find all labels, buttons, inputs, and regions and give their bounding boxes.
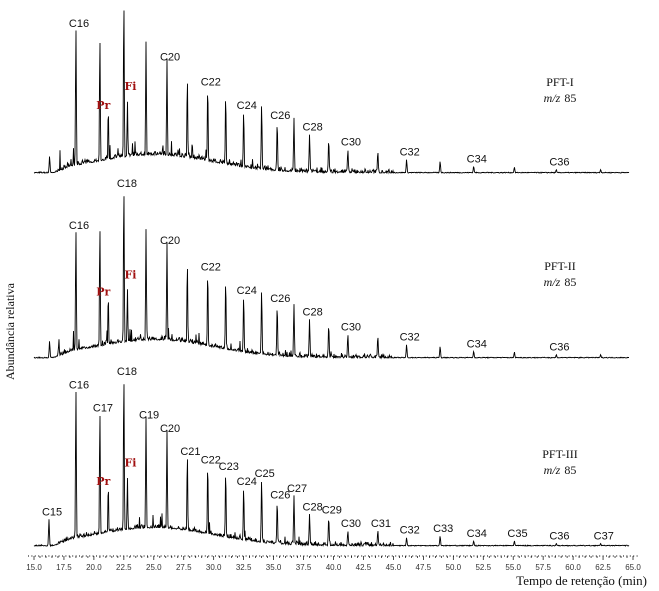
x-axis-label: Tempo de retenção (min): [516, 573, 647, 588]
peak-label-c24: C24: [237, 100, 257, 112]
peak-label-c30: C30: [341, 518, 361, 530]
chromatogram-panel-pft-i: C16 Pr Fi C20 C22 C24 C26 C28 C30 C32 C34 C36 PFT-I m…: [33, 10, 630, 175]
peak-label-c36: C36: [549, 157, 569, 169]
x-axis: 15.0 17.5 20.0 22.5 25.0 27.5 30.0 32.5 35.0 37.5…: [26, 555, 641, 572]
x-tick-label: 22.5: [116, 563, 132, 572]
subtitle-italic: m/z: [544, 275, 561, 289]
peak-label-pr: Pr: [96, 286, 110, 299]
x-tick-label: 37.5: [296, 563, 312, 572]
peak-label-c30: C30: [341, 322, 361, 334]
chromatogram-trace: [33, 10, 630, 175]
peak-label-c32: C32: [400, 332, 420, 344]
peak-label-c32: C32: [400, 147, 420, 159]
subtitle-value: 85: [564, 91, 576, 105]
x-tick-label: 25.0: [146, 563, 162, 572]
peak-label-c31: C31: [371, 518, 391, 530]
panel-subtitle: m/z 85: [544, 463, 577, 477]
peak-label-c18: C18: [117, 178, 137, 190]
peak-label-c35: C35: [507, 528, 527, 540]
peak-label-c23: C23: [219, 461, 239, 473]
peak-label-c17: C17: [93, 403, 113, 415]
x-tick-label: 30.0: [206, 563, 222, 572]
panel-title: PFT-II: [544, 259, 576, 273]
peak-label-c20: C20: [160, 235, 180, 247]
x-tick-label: 17.5: [56, 563, 72, 572]
peak-label-c25: C25: [255, 468, 275, 480]
x-tick-label: 42.5: [356, 563, 372, 572]
subtitle-value: 85: [564, 275, 576, 289]
peak-label-c21: C21: [180, 446, 200, 458]
peak-label-c22: C22: [201, 77, 221, 89]
x-tick-label: 27.5: [176, 563, 192, 572]
peak-label-c30: C30: [341, 137, 361, 149]
peak-label-c32: C32: [400, 525, 420, 537]
peak-label-c34: C34: [467, 338, 487, 350]
x-tick-label: 15.0: [26, 563, 42, 572]
peak-label-c36: C36: [549, 342, 569, 354]
subtitle-italic: m/z: [544, 463, 561, 477]
peak-label-c33: C33: [433, 523, 453, 535]
subtitle-value: 85: [564, 463, 576, 477]
peak-label-fi: Fi: [124, 80, 136, 93]
x-tick-label: 65.0: [625, 563, 641, 572]
peak-label-c24: C24: [237, 285, 257, 297]
x-tick-label: 20.0: [86, 563, 102, 572]
panel-subtitle: m/z 85: [544, 275, 577, 289]
peak-label-c22: C22: [201, 262, 221, 274]
peak-label-fi: Fi: [124, 457, 136, 470]
peak-label-c20: C20: [160, 51, 180, 63]
y-axis-label: Abundância relativa: [3, 282, 17, 380]
x-tick-label: 60.0: [565, 563, 581, 572]
panel-subtitle: m/z 85: [544, 91, 577, 105]
peak-label-c37: C37: [594, 530, 614, 542]
peak-label-pr: Pr: [96, 99, 110, 112]
peak-label-c18: C18: [117, 366, 137, 378]
peak-label-c28: C28: [303, 307, 323, 319]
peak-label-fi: Fi: [124, 269, 136, 282]
peak-label-c36: C36: [549, 530, 569, 542]
peak-label-c26: C26: [270, 490, 290, 502]
peak-label-c24: C24: [237, 476, 257, 488]
x-tick-label: 47.5: [416, 563, 432, 572]
peak-label-c16: C16: [69, 220, 89, 232]
peak-label-c16: C16: [69, 18, 89, 30]
peak-label-c26: C26: [270, 293, 290, 305]
chromatogram-trace: [33, 196, 629, 360]
x-tick-label: 35.0: [266, 563, 282, 572]
panel-title: PFT-III: [542, 447, 578, 461]
peak-label-pr: Pr: [96, 475, 110, 488]
peak-label-c34: C34: [467, 153, 487, 165]
peak-label-c27: C27: [287, 483, 307, 495]
x-tick-label: 52.5: [475, 563, 491, 572]
subtitle-italic: m/z: [544, 91, 561, 105]
chromatogram-panel-pft-ii: C16 Pr C18 Fi C20 C22 C24 C26 C28 C30 C32 C34 C36 PFT…: [33, 178, 629, 360]
peak-label-c15: C15: [42, 506, 62, 518]
x-tick-label: 62.5: [595, 563, 611, 572]
peak-label-c26: C26: [270, 110, 290, 122]
x-tick-label: 55.0: [505, 563, 521, 572]
peak-label-c22: C22: [201, 455, 221, 467]
chromatogram-trace: [33, 384, 630, 548]
x-tick-label: 32.5: [236, 563, 252, 572]
peak-label-c29: C29: [322, 505, 342, 517]
peak-label-c28: C28: [303, 501, 323, 513]
peak-label-c34: C34: [467, 528, 487, 540]
x-tick-label: 40.0: [326, 563, 342, 572]
panel-title: PFT-I: [546, 75, 574, 89]
x-tick-label: 45.0: [386, 563, 402, 572]
peak-label-c28: C28: [303, 122, 323, 134]
peak-label-c19: C19: [139, 409, 159, 421]
peak-label-c16: C16: [69, 379, 89, 391]
x-tick-label: 50.0: [446, 563, 462, 572]
x-tick-label: 57.5: [535, 563, 551, 572]
peak-label-c20: C20: [160, 423, 180, 435]
